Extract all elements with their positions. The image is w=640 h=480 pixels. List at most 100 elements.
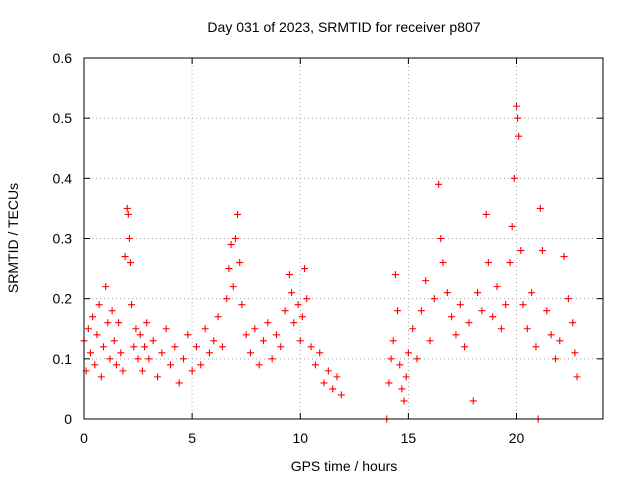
data-point <box>523 325 531 333</box>
plot-frame <box>83 57 604 420</box>
data-point <box>229 283 237 291</box>
data-point <box>251 325 259 333</box>
data-point <box>86 349 94 357</box>
data-point <box>437 235 445 242</box>
data-point <box>497 325 505 333</box>
data-point <box>205 349 213 357</box>
data-point <box>124 210 132 218</box>
data-point <box>158 349 166 357</box>
data-point <box>430 295 438 303</box>
data-point <box>551 355 559 363</box>
x-tick-label: 10 <box>292 430 308 446</box>
data-point <box>517 247 525 255</box>
data-point <box>502 301 510 309</box>
data-point <box>519 301 527 309</box>
y-tick-label: 0.2 <box>53 291 73 307</box>
data-point <box>264 319 272 327</box>
data-point <box>290 319 298 327</box>
data-point <box>324 367 332 375</box>
data-point <box>528 289 536 297</box>
data-point <box>277 343 285 351</box>
data-point <box>547 331 555 339</box>
data-point <box>242 331 250 339</box>
data-point <box>192 343 200 351</box>
data-point <box>478 307 486 315</box>
y-tick-label: 0 <box>64 411 72 427</box>
data-point <box>564 295 572 303</box>
data-point <box>247 349 255 357</box>
data-point <box>510 174 518 182</box>
data-point <box>484 259 492 267</box>
data-point <box>435 180 443 188</box>
data-point <box>404 349 412 357</box>
x-tick-label: 0 <box>80 430 88 446</box>
data-point <box>456 301 464 309</box>
data-point <box>255 361 263 369</box>
data-point <box>112 361 120 369</box>
data-point <box>218 343 226 351</box>
data-point <box>143 319 151 327</box>
data-point <box>136 331 144 339</box>
x-tick-label: 20 <box>509 430 525 446</box>
data-point <box>130 343 138 351</box>
data-point <box>448 313 456 321</box>
data-point <box>514 114 522 122</box>
data-point <box>91 361 99 369</box>
y-tick-label: 0.5 <box>53 110 73 126</box>
data-point <box>489 313 497 321</box>
data-point <box>337 391 345 399</box>
data-point <box>188 367 196 375</box>
data-point <box>316 349 324 357</box>
data-point <box>417 307 425 315</box>
data-point <box>125 235 133 242</box>
x-tick-label: 15 <box>401 430 417 446</box>
data-point <box>171 343 179 351</box>
x-tick-label: 5 <box>188 430 196 446</box>
data-point <box>126 259 134 267</box>
data-point <box>320 379 328 387</box>
data-point <box>400 397 408 405</box>
data-points <box>80 102 581 423</box>
data-point <box>268 355 276 363</box>
data-point <box>138 367 146 375</box>
data-point <box>106 355 114 363</box>
data-point <box>573 373 581 381</box>
data-point <box>296 337 304 345</box>
data-point <box>141 343 149 351</box>
data-point <box>236 259 244 267</box>
data-point <box>396 361 404 369</box>
data-point <box>175 379 183 387</box>
data-point <box>474 289 482 297</box>
data-point <box>307 343 315 351</box>
data-point <box>231 235 239 242</box>
data-point <box>439 259 447 267</box>
data-point <box>461 343 469 351</box>
data-point <box>89 313 97 321</box>
data-point <box>104 319 112 327</box>
data-point <box>532 343 540 351</box>
data-point <box>84 325 92 333</box>
data-point <box>413 355 421 363</box>
data-point <box>538 247 546 255</box>
data-point <box>508 222 516 230</box>
data-point <box>201 325 209 333</box>
data-point <box>97 373 105 381</box>
data-point <box>569 319 577 327</box>
data-point <box>108 307 116 315</box>
data-point <box>389 337 397 345</box>
data-point <box>536 204 544 212</box>
data-point <box>128 301 136 309</box>
data-point <box>515 132 523 140</box>
data-point <box>543 307 551 315</box>
data-point <box>132 325 140 333</box>
y-tick-label: 0.3 <box>53 231 73 247</box>
y-tick-label: 0.1 <box>53 351 73 367</box>
data-point <box>167 361 174 369</box>
data-point <box>184 331 192 339</box>
data-point <box>422 277 430 285</box>
y-tick-label: 0.4 <box>53 170 73 186</box>
data-point <box>571 349 579 357</box>
data-point <box>398 385 406 393</box>
